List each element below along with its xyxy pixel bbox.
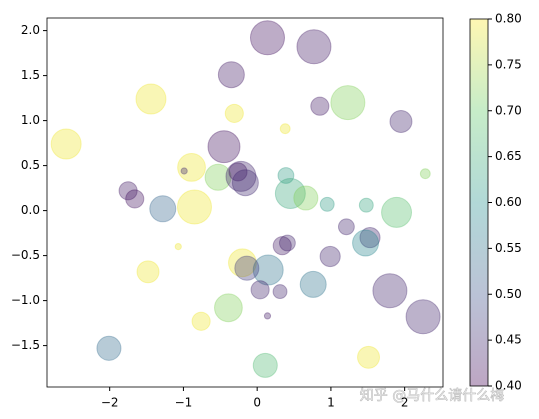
bubble xyxy=(299,270,327,298)
bubble xyxy=(278,234,296,252)
bubble xyxy=(277,167,295,184)
bubble xyxy=(319,245,341,268)
bubble xyxy=(419,168,431,180)
bubble xyxy=(174,242,182,251)
bubble xyxy=(136,260,160,284)
bubble xyxy=(358,197,374,213)
bubble xyxy=(177,153,206,182)
bubble xyxy=(217,61,245,89)
x-tick-label: 1 xyxy=(327,396,335,410)
y-tick-label: 0.5 xyxy=(21,158,40,172)
bubble xyxy=(135,83,167,115)
bubble xyxy=(250,280,270,300)
bubble xyxy=(296,29,332,65)
bubble xyxy=(272,236,292,256)
colorbar-tick-label: 0.80 xyxy=(495,12,522,26)
bubble xyxy=(359,227,381,249)
bubble xyxy=(357,345,380,369)
bubble xyxy=(149,195,177,223)
bubble xyxy=(249,20,286,56)
bubble xyxy=(180,167,188,175)
bubble xyxy=(225,160,257,192)
bubble xyxy=(381,196,413,228)
colorbar-tick-label: 0.55 xyxy=(495,241,522,255)
bubble xyxy=(204,163,232,191)
bubble xyxy=(234,255,260,281)
y-tick-label: 1.0 xyxy=(21,113,40,127)
bubble xyxy=(228,162,248,182)
y-tick-label: −1.5 xyxy=(11,338,40,352)
bubble xyxy=(118,181,138,201)
plot-frame xyxy=(46,17,444,388)
bubble xyxy=(372,273,408,309)
colorbar-tick-label: 0.40 xyxy=(495,379,522,393)
bubble xyxy=(231,169,259,197)
colorbar xyxy=(469,18,489,387)
x-tick-label: 2 xyxy=(401,396,409,410)
bubble xyxy=(274,178,306,209)
colorbar-tick-label: 0.60 xyxy=(495,195,522,209)
colorbar-tick-label: 0.65 xyxy=(495,149,522,163)
watermark: 知乎 @马什么请什么梅 xyxy=(360,387,504,404)
x-tick-label: −2 xyxy=(101,396,119,410)
bubble xyxy=(337,218,355,236)
bubble xyxy=(405,299,441,335)
bubble xyxy=(352,229,380,257)
bubble xyxy=(50,128,82,160)
y-tick-label: −0.5 xyxy=(11,248,40,262)
bubble xyxy=(228,248,257,278)
y-tick-label: −1.0 xyxy=(11,293,40,307)
colorbar-tick-label: 0.70 xyxy=(495,103,522,117)
x-tick-label: 0 xyxy=(253,396,261,410)
colorbar-tick-label: 0.45 xyxy=(495,333,522,347)
y-tick-label: 1.5 xyxy=(21,68,40,82)
bubble xyxy=(224,103,244,123)
bubble xyxy=(252,352,278,378)
y-tick-label: 2.0 xyxy=(21,23,40,37)
bubble xyxy=(310,96,330,116)
bubble xyxy=(207,130,241,164)
bubble xyxy=(125,189,145,209)
bubble xyxy=(319,196,335,212)
x-tick-label: −1 xyxy=(175,396,193,410)
bubble xyxy=(389,110,413,133)
colorbar-tick-label: 0.75 xyxy=(495,57,522,71)
bubble xyxy=(176,189,212,225)
bubble xyxy=(279,123,291,135)
bubble xyxy=(191,311,211,331)
bubble xyxy=(263,312,272,320)
bubble xyxy=(252,254,284,286)
bubble xyxy=(330,85,366,121)
bubble xyxy=(272,284,288,300)
y-tick-label: 0.0 xyxy=(21,203,40,217)
bubble xyxy=(96,335,122,361)
colorbar-tick-label: 0.50 xyxy=(495,287,522,301)
bubble xyxy=(293,185,319,211)
bubble xyxy=(214,293,243,323)
